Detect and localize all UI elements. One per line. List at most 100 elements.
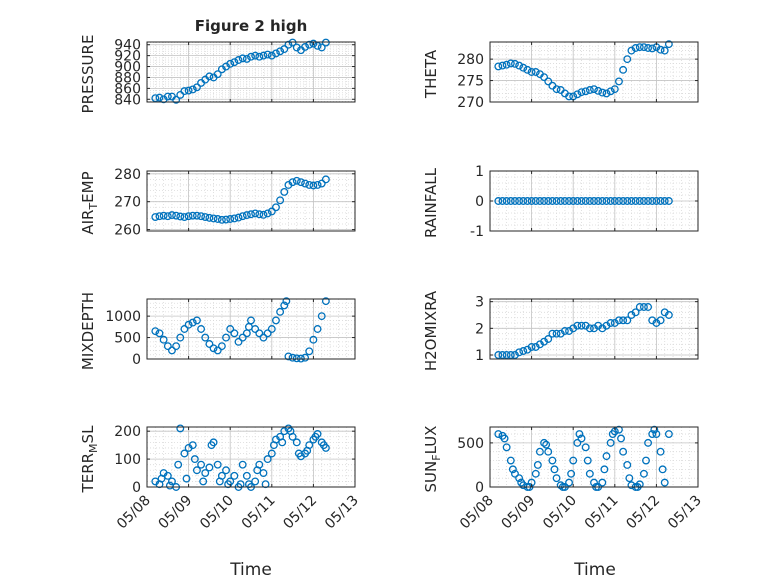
y-tick-label: 2 xyxy=(475,321,484,337)
data-point xyxy=(192,316,201,325)
data-point xyxy=(527,197,536,205)
data-point xyxy=(642,456,650,465)
data-point xyxy=(292,438,301,447)
data-point xyxy=(573,438,582,447)
y-tick-label: 860 xyxy=(114,81,141,97)
data-point xyxy=(650,425,659,434)
data-point xyxy=(251,51,260,60)
data-point xyxy=(213,346,222,355)
data-point xyxy=(573,197,582,205)
data-point xyxy=(519,347,528,355)
data-point xyxy=(540,438,549,447)
data-point xyxy=(159,211,168,220)
data-point xyxy=(222,466,230,475)
data-point xyxy=(301,42,310,51)
data-point xyxy=(205,340,214,348)
data-point xyxy=(188,441,197,450)
data-point xyxy=(569,197,578,205)
tick-marks xyxy=(146,171,356,231)
data-point xyxy=(644,44,653,52)
data-point xyxy=(494,197,503,205)
data-point xyxy=(180,213,189,221)
data-point xyxy=(623,316,632,325)
y-tick-label: 270 xyxy=(457,95,484,111)
x-axis-label-left: Time xyxy=(229,560,272,580)
tick-marks xyxy=(146,299,356,360)
figure-title: Figure 2 high xyxy=(195,17,308,35)
data-point xyxy=(583,456,592,465)
data-point xyxy=(660,478,669,487)
data-point xyxy=(192,211,201,220)
data-point xyxy=(527,68,536,76)
data-point xyxy=(639,43,648,52)
data-point xyxy=(205,213,214,222)
data-point xyxy=(234,56,243,64)
data-point xyxy=(288,432,297,441)
data-point xyxy=(259,210,268,219)
data-point xyxy=(660,46,669,55)
data-point xyxy=(272,49,280,58)
y-axis-label: PRESSURE xyxy=(79,35,97,114)
data-point xyxy=(213,70,222,79)
data-point xyxy=(635,43,644,52)
y-tick-label: -1 xyxy=(470,224,484,240)
subplot-terr-msl: 0 100 200 TERRMSL 05/08 05/09 05/10 05/11 05/12 0… xyxy=(79,424,362,532)
data-point xyxy=(301,353,310,362)
data-point xyxy=(585,197,594,205)
data-point xyxy=(267,449,276,458)
data-point xyxy=(519,63,528,72)
data-point xyxy=(184,212,193,221)
data-point xyxy=(321,297,330,306)
data-point xyxy=(247,316,255,325)
data-point xyxy=(172,95,181,104)
data-point xyxy=(606,319,615,327)
data-point xyxy=(305,40,314,49)
axes-box xyxy=(489,298,699,360)
data-point xyxy=(552,197,561,205)
tick-marks xyxy=(146,427,356,488)
subplot-mixdepth: 0 500 1000 MIXDEPTH xyxy=(79,292,356,370)
data-point xyxy=(590,478,598,487)
data-point xyxy=(502,351,511,359)
data-point xyxy=(209,214,218,223)
data-point xyxy=(155,93,164,102)
data-point xyxy=(635,197,644,205)
data-series xyxy=(151,297,330,363)
subplot-rainfall: -1 0 1 RAINFALL xyxy=(422,164,699,240)
axes-box xyxy=(489,41,699,103)
data-series xyxy=(494,303,673,359)
data-point xyxy=(606,87,615,96)
y-tick-label: 500 xyxy=(457,436,484,452)
y-tick-label: 280 xyxy=(457,52,484,68)
data-point xyxy=(531,197,540,205)
data-point xyxy=(321,443,330,452)
y-tick-label: 0 xyxy=(475,480,484,496)
y-axis-label: THETA xyxy=(422,49,440,99)
data-point xyxy=(577,197,586,205)
data-point xyxy=(234,213,243,222)
data-point xyxy=(544,335,553,343)
x-tick-label: 05/13 xyxy=(322,493,362,533)
data-point xyxy=(619,197,628,205)
x-tick-label: 05/12 xyxy=(280,493,320,533)
data-point xyxy=(309,181,318,190)
data-point xyxy=(598,478,607,487)
data-point xyxy=(565,197,573,205)
x-tick-label: 05/09 xyxy=(156,493,196,533)
data-point xyxy=(548,329,557,338)
data-point xyxy=(321,38,330,47)
data-point xyxy=(217,215,226,224)
data-point xyxy=(242,54,251,63)
data-point xyxy=(199,477,208,486)
data-point xyxy=(619,65,628,74)
data-point xyxy=(548,456,557,465)
data-point xyxy=(197,325,206,333)
data-point xyxy=(648,430,657,439)
x-tick-label: 05/10 xyxy=(540,493,580,533)
data-point xyxy=(263,455,272,464)
data-point xyxy=(519,197,528,205)
data-point xyxy=(255,329,264,338)
y-tick-label: 0 xyxy=(132,480,141,496)
